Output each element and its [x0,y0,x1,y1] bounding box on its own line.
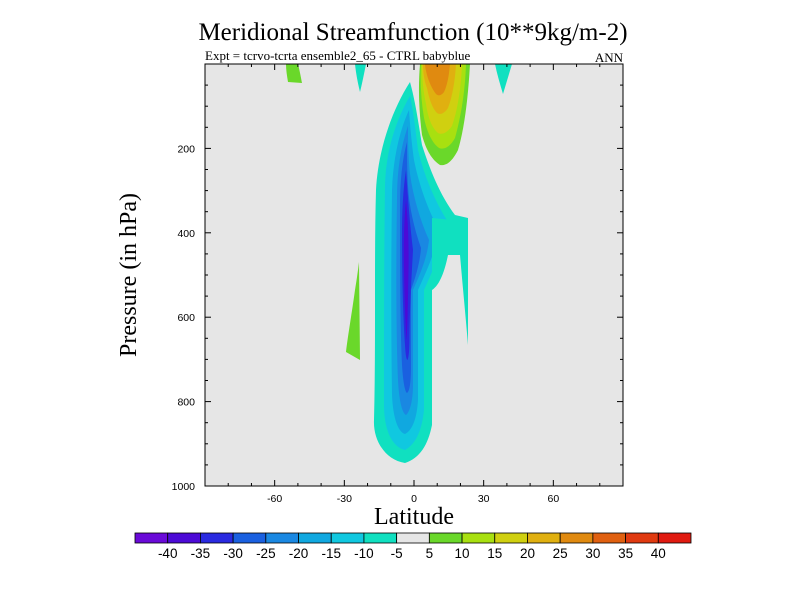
colorbar-swatch [592,532,626,544]
colorbar-swatch [232,532,267,544]
contour-pos-25 [425,64,450,96]
colorbar-swatch [134,532,169,544]
colorbar-label: -15 [321,546,341,561]
x-axis: -60 -30 0 30 60 [204,64,624,505]
patch-south [346,262,360,360]
colorbar-swatch [265,532,299,544]
chart-title: Meridional Streamfunction (10**9kg/m-2) [198,19,627,46]
colorbar-label: -30 [223,546,243,561]
colorbar-swatch [461,532,496,544]
left-subtitle: Expt = tcrvo-tcrta ensemble2_65 - CTRL b… [205,48,471,63]
colorbar-label: -25 [256,546,276,561]
colorbar-label: 5 [426,546,434,561]
colorbar-label: 40 [651,546,666,561]
colorbar-swatch [298,532,332,544]
y-axis: 200 400 600 800 1000 [172,63,623,493]
colorbar: -40 -35 -30 -25 -20 -15 -10 -5 5 10 15 20 25 30 35 40 [134,532,692,561]
right-subtitle: ANN [595,50,624,65]
colorbar-swatch [363,532,398,544]
colorbar-swatch [527,532,561,544]
colorbar-label: 10 [455,546,470,561]
x-tick-label: 60 [547,493,559,505]
x-axis-title: Latitude [374,504,454,530]
colorbar-label: -5 [391,546,403,561]
colorbar-swatch [167,532,201,544]
x-tick-label: -30 [337,493,352,505]
colorbar-label: 20 [520,546,535,561]
colorbar-swatch [625,532,659,544]
colorbar-swatch [428,532,463,544]
colorbar-swatch [657,532,692,544]
colorbar-label: 35 [618,546,633,561]
colorbar-label: -10 [354,546,374,561]
colorbar-swatch [559,532,594,544]
colorbar-label: -20 [289,546,309,561]
contour-neg-35 [403,200,409,340]
y-tick-label: 1000 [172,481,196,493]
y-axis-title: Pressure (in hPa) [116,193,142,357]
y-tick-label: 200 [177,143,195,155]
patch-upper-left [286,64,302,83]
colorbar-swatch [330,532,365,544]
x-tick-label: 0 [411,493,417,505]
colorbar-label: 15 [487,546,502,561]
x-tick-label: -60 [267,493,282,505]
colorbar-swatch [396,532,430,544]
y-tick-label: 800 [177,397,195,409]
colorbar-label: -35 [191,546,211,561]
colorbar-label: 25 [553,546,568,561]
patch-upper-mid [355,64,366,92]
patch-upper-right [495,64,512,94]
colorbar-swatch [494,532,528,544]
colorbar-swatch [200,532,234,544]
y-tick-label: 600 [177,312,195,324]
contour-layer [286,64,512,463]
x-tick-label: 30 [478,493,490,505]
colorbar-label: 30 [585,546,600,561]
contour-neg-extension [432,215,468,345]
colorbar-label: -40 [158,546,178,561]
y-tick-label: 400 [177,228,195,240]
